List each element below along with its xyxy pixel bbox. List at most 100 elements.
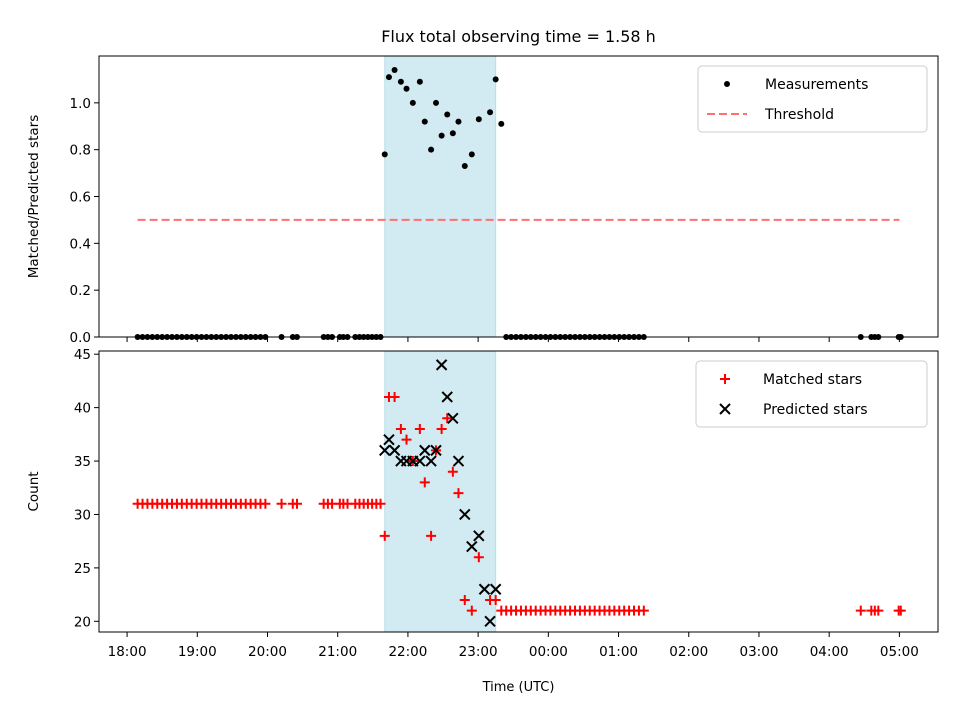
predicted-star-point: [489, 583, 502, 595]
measurement-point: [461, 163, 468, 170]
x-tick-label: 20:00: [248, 644, 287, 660]
chart-title: Flux total observing time = 1.58 h: [381, 27, 656, 46]
measurement-point: [403, 85, 410, 92]
measurement-point: [444, 111, 451, 118]
matched-star-point: [395, 423, 406, 434]
matched-star-point: [276, 498, 287, 509]
measurement-point: [397, 78, 404, 85]
bottom-panel: 18:00 19:00 20:00 21:00 22:00 23:00 00:00 01:00…: [26, 347, 939, 660]
matched-star-point: [401, 434, 412, 445]
y-tick-label: 0.4: [70, 236, 91, 252]
predicted-star-point: [484, 615, 496, 628]
measurement-point: [498, 120, 505, 127]
observing-span: [384, 350, 497, 633]
measurement-point: [385, 74, 392, 81]
predicted-star-point: [473, 530, 485, 542]
y-tick-label: 0.6: [70, 190, 91, 206]
predicted-star-point: [430, 444, 442, 457]
y-tick-label: 1.0: [70, 96, 91, 112]
legend-label: Measurements: [765, 77, 868, 93]
predicted-star-point: [466, 540, 478, 553]
y-tick-label: 0.8: [70, 143, 91, 159]
matched-star-point: [453, 488, 464, 499]
matched-star-point: [291, 498, 302, 509]
x-tick-label: 22:00: [388, 644, 427, 660]
matched-star-point: [873, 605, 884, 616]
matched-star-point: [466, 605, 477, 616]
matched-star-point: [260, 498, 271, 509]
x-tick-label: 04:00: [810, 644, 849, 660]
predicted-star-point: [441, 391, 453, 403]
x-tick-label: 01:00: [599, 644, 638, 660]
measurement-point: [409, 99, 416, 106]
measurement-point: [433, 99, 440, 106]
predicted-star-point: [452, 455, 465, 467]
predicted-star-point: [478, 583, 491, 595]
top-panel: 0.0 0.2 0.4 0.6 0.8 1.0 Matched/Predicted star…: [26, 55, 939, 346]
legend-label: Threshold: [764, 107, 834, 123]
predicted-star-point: [383, 433, 395, 446]
predicted-star-point: [425, 455, 437, 467]
matched-star-point: [375, 498, 386, 509]
axes-frame: [98, 350, 939, 633]
y-tick-label: 0.0: [70, 330, 91, 346]
y-tick-label: 45: [74, 347, 91, 363]
x-tick-label: 23:00: [459, 644, 498, 660]
predicted-star-point: [459, 508, 471, 521]
matched-star-point: [895, 605, 906, 616]
y-axis-label: Count: [26, 471, 42, 511]
matched-star-point: [419, 477, 430, 488]
y-tick-label: 0.2: [70, 283, 91, 299]
x-tick-label: 19:00: [178, 644, 217, 660]
measurement-point: [438, 132, 445, 139]
legend-label: Matched stars: [763, 372, 862, 388]
measurement-point: [487, 109, 494, 116]
x-tick-label: 00:00: [529, 644, 568, 660]
predicted-star-point: [388, 444, 401, 457]
predicted-star-point: [419, 444, 431, 457]
matched-star-point: [855, 605, 866, 616]
matched-star-point: [436, 423, 447, 434]
matched-star-point: [447, 466, 458, 477]
legend-marker-measurements: [724, 81, 730, 87]
x-tick-label: 02:00: [669, 644, 708, 660]
matched-star-point: [473, 552, 484, 563]
predicted-star-point: [435, 359, 448, 371]
x-tick-label: 03:00: [740, 644, 779, 660]
measurement-point: [428, 146, 435, 153]
matched-star-point: [442, 413, 453, 424]
matched-star-point: [389, 391, 400, 402]
matched-star-point: [426, 530, 437, 541]
predicted-star-point: [379, 444, 391, 457]
axes-frame: [98, 55, 939, 338]
x-tick-label: 18:00: [108, 644, 147, 660]
measurement-point: [391, 67, 398, 74]
measurement-point: [381, 151, 388, 158]
legend-box: [695, 360, 928, 428]
measurement-point: [416, 78, 423, 85]
x-tick-label: 21:00: [318, 644, 357, 660]
matched-star-point: [459, 594, 470, 605]
matched-star-point: [379, 530, 390, 541]
predicted-star-point: [447, 412, 459, 425]
y-tick-label: 25: [74, 561, 91, 577]
y-tick-label: 20: [74, 614, 91, 630]
measurement-point: [468, 151, 475, 158]
matched-star-point: [638, 605, 649, 616]
legend-marker-predicted: [719, 403, 731, 415]
matched-star-point: [414, 423, 425, 434]
measurement-point: [449, 130, 456, 137]
legend-label: Predicted stars: [763, 402, 868, 418]
x-tick-label: 05:00: [880, 644, 919, 660]
y-axis-label: Matched/Predicted stars: [26, 115, 42, 278]
measurement-point: [455, 118, 462, 125]
y-tick-label: 30: [74, 507, 91, 523]
x-axis-label: Time (UTC): [482, 680, 555, 695]
y-tick-label: 40: [74, 401, 91, 417]
matched-star-point: [490, 594, 501, 605]
y-tick-label: 35: [74, 454, 91, 470]
legend-marker-matched: [720, 374, 730, 384]
observing-span: [384, 55, 497, 338]
predicted-star-point: [414, 455, 426, 467]
